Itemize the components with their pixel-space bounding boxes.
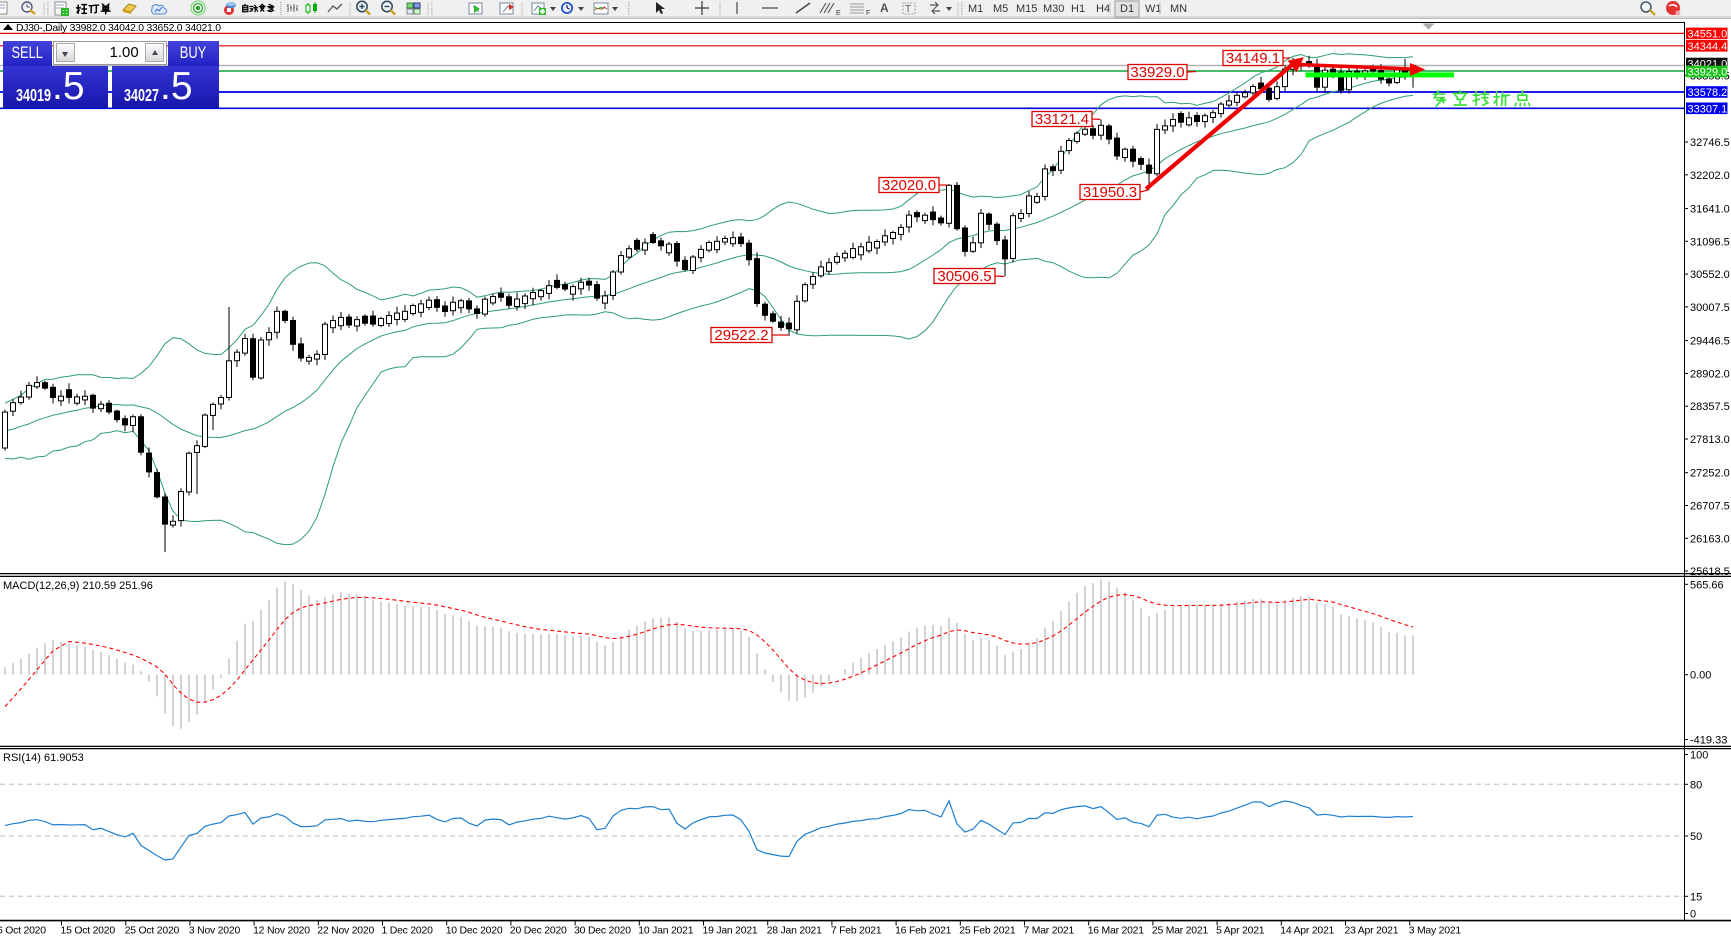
- svg-text:T: T: [905, 4, 911, 15]
- svg-text:W1: W1: [1145, 3, 1162, 15]
- svg-text:MN: MN: [1170, 3, 1187, 15]
- svg-text:20 Dec 2020: 20 Dec 2020: [510, 926, 567, 937]
- svg-text:34551.0: 34551.0: [1688, 28, 1728, 40]
- svg-text:19 Jan 2021: 19 Jan 2021: [703, 926, 758, 937]
- svg-text:28902.0: 28902.0: [1690, 368, 1730, 380]
- svg-text:27813.0: 27813.0: [1690, 434, 1730, 446]
- svg-text:H4: H4: [1096, 3, 1110, 15]
- svg-text:30 Dec 2020: 30 Dec 2020: [574, 926, 631, 937]
- svg-text:33307.1: 33307.1: [1688, 103, 1728, 115]
- svg-text:28357.5: 28357.5: [1690, 401, 1730, 413]
- svg-text:33929.0: 33929.0: [1688, 67, 1728, 79]
- svg-text:29446.5: 29446.5: [1690, 336, 1730, 348]
- svg-text:25 Mar 2021: 25 Mar 2021: [1152, 926, 1209, 937]
- svg-text:M5: M5: [993, 3, 1008, 15]
- svg-text:7 Feb 2021: 7 Feb 2021: [831, 926, 882, 937]
- svg-text:F: F: [866, 10, 870, 17]
- svg-text:5 Apr 2021: 5 Apr 2021: [1216, 926, 1265, 937]
- svg-text:14 Apr 2021: 14 Apr 2021: [1280, 926, 1334, 937]
- svg-text:30007.5: 30007.5: [1690, 302, 1730, 314]
- svg-text:50: 50: [1690, 831, 1702, 843]
- svg-text:33578.2: 33578.2: [1688, 87, 1728, 99]
- svg-text:M1: M1: [968, 3, 983, 15]
- svg-text:3 May 2021: 3 May 2021: [1409, 926, 1462, 937]
- svg-text:34149.1: 34149.1: [1226, 50, 1280, 67]
- svg-text:28 Jan 2021: 28 Jan 2021: [767, 926, 822, 937]
- svg-text:26163.0: 26163.0: [1690, 533, 1730, 545]
- svg-text:0.00: 0.00: [1690, 670, 1711, 682]
- svg-text:3 Nov 2020: 3 Nov 2020: [189, 926, 241, 937]
- svg-text:33929.0: 33929.0: [1130, 64, 1184, 81]
- svg-text:A: A: [880, 1, 889, 15]
- svg-text:DJ30-,Daily 33982.0 34042.0 3: DJ30-,Daily 33982.0 34042.0 33652.0 3402…: [16, 23, 221, 34]
- svg-text:25618.5: 25618.5: [1690, 566, 1730, 578]
- svg-text:10 Jan 2021: 10 Jan 2021: [638, 926, 693, 937]
- svg-text:32746.5: 32746.5: [1690, 137, 1730, 149]
- svg-text:33121.4: 33121.4: [1035, 111, 1089, 128]
- svg-text:-419.33: -419.33: [1690, 735, 1727, 747]
- svg-text:25 Oct 2020: 25 Oct 2020: [125, 926, 180, 937]
- svg-text:30552.0: 30552.0: [1690, 269, 1730, 281]
- svg-text:80: 80: [1690, 779, 1702, 791]
- svg-text:RSI(14) 61.9053: RSI(14) 61.9053: [3, 752, 84, 764]
- svg-text:25 Feb 2021: 25 Feb 2021: [959, 926, 1016, 937]
- svg-text:6 Oct 2020: 6 Oct 2020: [0, 926, 46, 937]
- svg-text:22 Nov 2020: 22 Nov 2020: [317, 926, 374, 937]
- svg-text:26707.5: 26707.5: [1690, 501, 1730, 513]
- svg-text:32202.0: 32202.0: [1690, 170, 1730, 182]
- svg-text:16 Mar 2021: 16 Mar 2021: [1088, 926, 1145, 937]
- svg-text:10 Dec 2020: 10 Dec 2020: [446, 926, 503, 937]
- svg-text:31950.3: 31950.3: [1083, 184, 1137, 201]
- svg-text:27252.0: 27252.0: [1690, 468, 1730, 480]
- svg-text:34344.4: 34344.4: [1688, 41, 1728, 53]
- svg-text:MACD(12,26,9) 210.59 251.96: MACD(12,26,9) 210.59 251.96: [3, 580, 153, 592]
- svg-text:E: E: [836, 10, 841, 17]
- svg-text:15: 15: [1690, 891, 1702, 903]
- svg-text:D1: D1: [1120, 3, 1134, 15]
- svg-text:0: 0: [1690, 909, 1696, 921]
- svg-text:565.66: 565.66: [1690, 579, 1724, 591]
- svg-text:M30: M30: [1043, 3, 1064, 15]
- svg-text:7 Mar 2021: 7 Mar 2021: [1024, 926, 1075, 937]
- svg-text:31641.0: 31641.0: [1690, 204, 1730, 216]
- svg-text:29522.2: 29522.2: [714, 327, 768, 344]
- svg-text:12 Nov 2020: 12 Nov 2020: [253, 926, 310, 937]
- svg-text:23 Apr 2021: 23 Apr 2021: [1345, 926, 1399, 937]
- svg-text:H1: H1: [1071, 3, 1085, 15]
- svg-text:M15: M15: [1016, 3, 1037, 15]
- svg-text:32020.0: 32020.0: [882, 177, 936, 194]
- svg-text:31096.5: 31096.5: [1690, 236, 1730, 248]
- svg-text:16 Feb 2021: 16 Feb 2021: [895, 926, 952, 937]
- svg-text:15 Oct 2020: 15 Oct 2020: [61, 926, 116, 937]
- svg-text:100: 100: [1690, 750, 1708, 762]
- svg-text:1 Dec 2020: 1 Dec 2020: [382, 926, 434, 937]
- svg-text:30506.5: 30506.5: [937, 268, 991, 285]
